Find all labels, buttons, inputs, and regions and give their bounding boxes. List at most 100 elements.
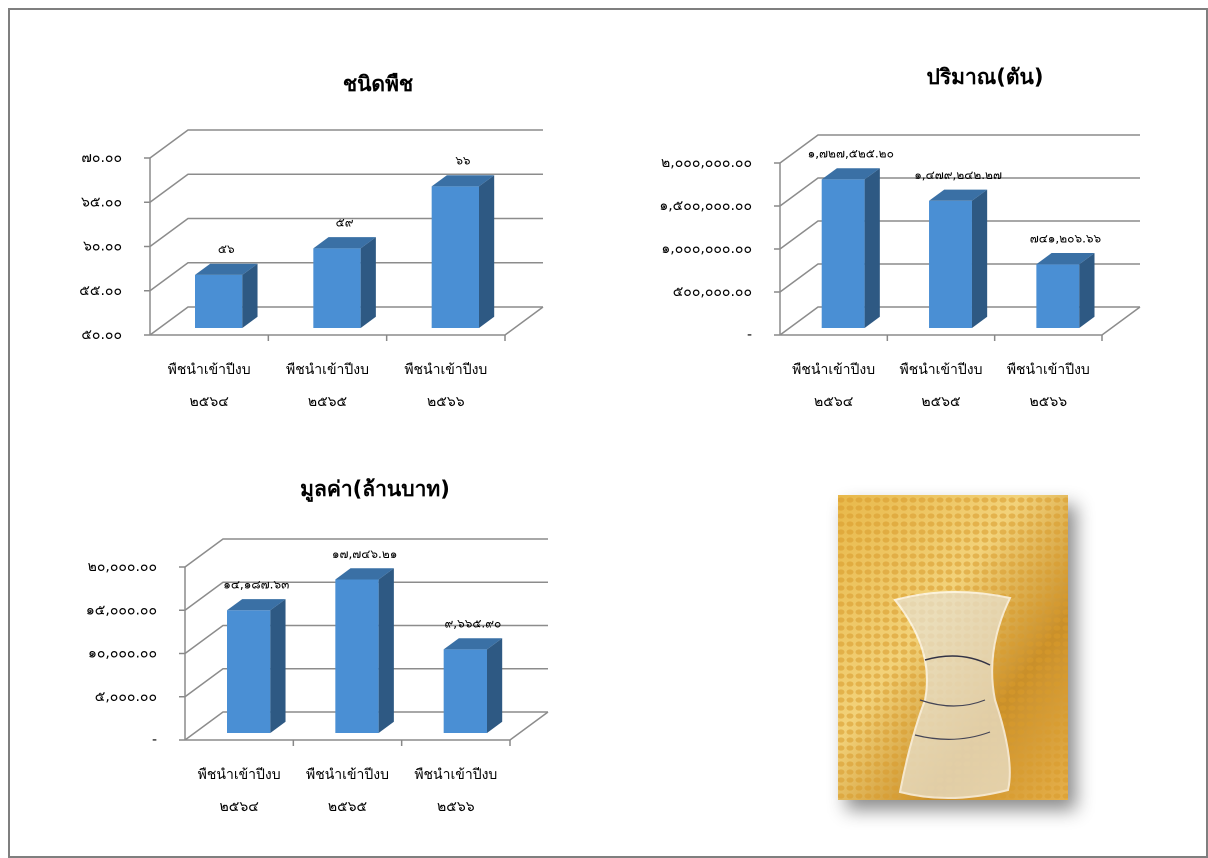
y-tick-label: ๕๕.๐๐ <box>79 283 122 299</box>
grid-line <box>149 173 543 203</box>
bar-side <box>270 599 286 733</box>
bar <box>821 179 865 328</box>
bar <box>929 200 972 328</box>
y-tick-label: ๖๕.๐๐ <box>81 194 122 210</box>
bar-top <box>929 189 988 201</box>
bar <box>227 610 271 733</box>
x-tick-label: พืชนำเข้าปีงบ๒๕๖๖ <box>1007 362 1090 410</box>
y-tick-label: ๑๐,๐๐๐.๐๐ <box>88 646 157 662</box>
y-tick-label: ๒๐,๐๐๐.๐๐ <box>88 559 157 575</box>
chart: ชนิดพืช๕๐.๐๐ ๕๕.๐๐ ๖๐.๐๐ ๖๕.๐๐ ๗๐.๐๐๕๖พืชนำเ… <box>79 72 544 410</box>
x-tick-label: พืชนำเข้าปีงบ๒๕๖๕ <box>306 767 389 815</box>
value-label: ๗๔๑,๒๐๖.๖๖ <box>1030 232 1101 246</box>
value-label: ๖๖ <box>455 154 470 168</box>
x-tick-line: ๒๕๖๕ <box>921 394 960 410</box>
grid-line <box>149 306 543 336</box>
x-tick-label: พืชนำเข้าปีงบ๒๕๖๔ <box>168 362 251 410</box>
y-tick-label: ๕๐๐,๐๐๐.๐๐ <box>673 284 752 300</box>
bar-top <box>821 168 880 180</box>
value-label: ๑๗,๗๔๖.๒๑ <box>332 547 398 561</box>
value-label: ๑๔,๑๘๗.๖๓ <box>223 578 289 592</box>
chart-title: มูลค่า(ล้านบาท) <box>300 477 450 503</box>
chart: มูลค่า(ล้านบาท) - ๕,๐๐๐.๐๐ ๑๐,๐๐๐.๐๐ ๑๕,๐๐๐.… <box>86 477 549 815</box>
bar-top <box>313 237 376 249</box>
y-tick-label: - <box>152 732 157 748</box>
bar-side <box>1079 253 1095 328</box>
x-tick-line: พืชนำเข้าปีงบ <box>168 362 251 378</box>
bar <box>195 274 243 328</box>
bar-top <box>443 638 503 650</box>
bar <box>431 186 479 328</box>
photo <box>838 495 1068 800</box>
x-tick-line: ๒๕๖๔ <box>814 394 853 410</box>
bar-side <box>360 237 376 328</box>
value-label: ๕๙ <box>336 216 354 230</box>
x-tick-label: พืชนำเข้าปีงบ๒๕๖๖ <box>404 362 487 410</box>
x-tick-line: ๒๕๖๕ <box>308 394 347 410</box>
chart: ปริมาณ(ตัน) - ๕๐๐,๐๐๐.๐๐ ๑,๐๐๐,๐๐๐.๐๐ ๑,๕๐๐,… <box>659 65 1141 410</box>
value-label: ๕๖ <box>218 242 235 256</box>
x-tick-line: ๒๕๖๖ <box>437 799 475 815</box>
grid-line <box>184 668 548 698</box>
y-tick-label: ๑๕,๐๐๐.๐๐ <box>86 602 157 618</box>
bar-top <box>195 263 258 275</box>
x-tick-line: พืชนำเข้าปีงบ <box>306 767 389 783</box>
grid-line <box>779 220 1140 250</box>
bar-side <box>487 638 503 733</box>
value-label: ๑,๔๗๙,๒๔๒.๒๗ <box>914 168 1002 182</box>
grid-line <box>184 581 548 611</box>
y-tick-label: ๗๐.๐๐ <box>81 150 122 166</box>
x-tick-line: ๒๕๖๖ <box>427 394 465 410</box>
bar-side <box>971 189 988 328</box>
x-tick-line: พืชนำเข้าปีงบ <box>404 362 487 378</box>
bar-top <box>1036 253 1095 265</box>
chart-title: ชนิดพืช <box>343 72 413 96</box>
x-tick-line: พืชนำเข้าปีงบ <box>198 767 281 783</box>
x-tick-line: ๒๕๖๖ <box>1030 394 1068 410</box>
bar <box>313 248 361 328</box>
x-tick-label: พืชนำเข้าปีงบ๒๕๖๕ <box>900 362 983 410</box>
value-label: ๑,๗๒๗,๕๒๕.๒๐ <box>808 147 894 161</box>
x-tick-line: พืชนำเข้าปีงบ <box>900 362 983 378</box>
x-tick-label: พืชนำเข้าปีงบ๒๕๖๖ <box>414 767 497 815</box>
bar <box>1036 264 1080 328</box>
bar <box>443 649 487 733</box>
grid-line <box>149 217 543 248</box>
y-tick-label: ๑,๕๐๐,๐๐๐.๐๐ <box>659 198 752 214</box>
x-tick-line: พืชนำเข้าปีงบ <box>286 362 369 378</box>
x-tick-line: พืชนำเข้าปีงบ <box>414 767 497 783</box>
grid-line <box>779 306 1140 336</box>
grid-line <box>184 624 548 655</box>
bar-side <box>242 263 258 328</box>
chart-title: ปริมาณ(ตัน) <box>927 65 1044 89</box>
value-label: ๙,๖๖๕.๙๐ <box>445 617 502 631</box>
grid-line <box>184 711 548 741</box>
y-tick-label: ๒,๐๐๐,๐๐๐.๐๐ <box>661 155 752 171</box>
x-tick-label: พืชนำเข้าปีงบ๒๕๖๔ <box>792 362 875 410</box>
x-tick-line: พืชนำเข้าปีงบ <box>792 362 875 378</box>
bar-side <box>479 175 495 328</box>
grid-line <box>779 177 1140 207</box>
x-tick-line: ๒๕๖๔ <box>190 394 229 410</box>
y-tick-label: ๑,๐๐๐,๐๐๐.๐๐ <box>661 241 752 257</box>
grid-line <box>149 129 543 159</box>
bar-side <box>864 168 880 328</box>
grid-line <box>149 262 543 292</box>
grid-line <box>779 134 1140 164</box>
bar-top <box>335 568 394 580</box>
x-tick-line: ๒๕๖๕ <box>328 799 367 815</box>
y-tick-label: ๖๐.๐๐ <box>83 239 122 255</box>
y-tick-label: ๕๐.๐๐ <box>81 327 122 343</box>
y-tick-label: ๕,๐๐๐.๐๐ <box>95 689 157 705</box>
x-tick-line: ๒๕๖๔ <box>220 799 259 815</box>
bar <box>335 579 379 733</box>
x-tick-label: พืชนำเข้าปีงบ๒๕๖๕ <box>286 362 369 410</box>
x-tick-label: พืชนำเข้าปีงบ๒๕๖๔ <box>198 767 281 815</box>
bar-side <box>378 568 394 733</box>
bar-top <box>227 599 286 611</box>
y-tick-label: - <box>747 327 752 343</box>
grid-line <box>184 538 548 568</box>
x-tick-line: พืชนำเข้าปีงบ <box>1007 362 1090 378</box>
